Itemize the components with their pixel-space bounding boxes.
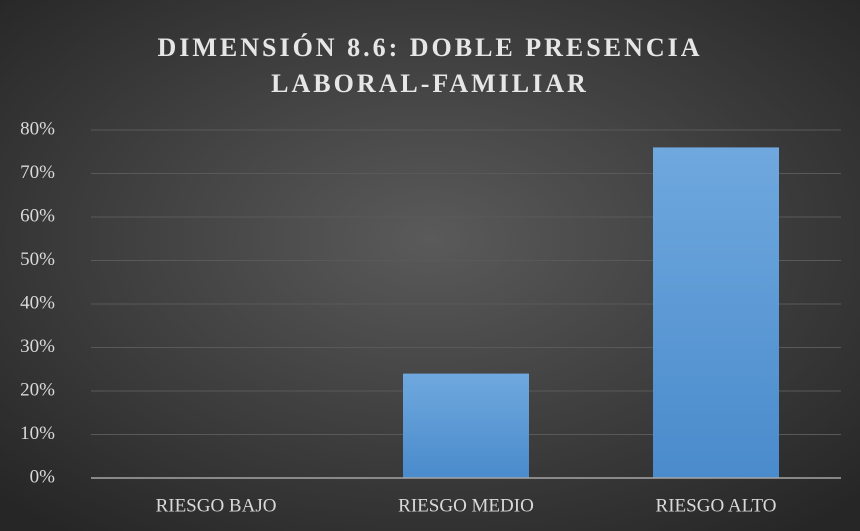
y-tick-label: 50% [20,249,55,270]
y-tick-label: 80% [20,118,55,139]
y-tick-label: 40% [20,292,55,313]
y-tick-label: 10% [20,423,55,444]
y-tick-label: 70% [20,162,55,183]
bar [403,373,529,478]
x-tick-label: RIESGO BAJO [156,495,277,516]
chart-title: DIMENSIÓN 8.6: DOBLE PRESENCIA LABORAL-F… [157,33,703,98]
x-tick-label: RIESGO ALTO [656,495,777,516]
y-tick-label: 20% [20,379,55,400]
bar [653,147,779,478]
y-tick-label: 0% [30,466,56,487]
y-tick-label: 30% [20,336,55,357]
x-tick-label: RIESGO MEDIO [398,495,534,516]
y-tick-label: 60% [20,205,55,226]
